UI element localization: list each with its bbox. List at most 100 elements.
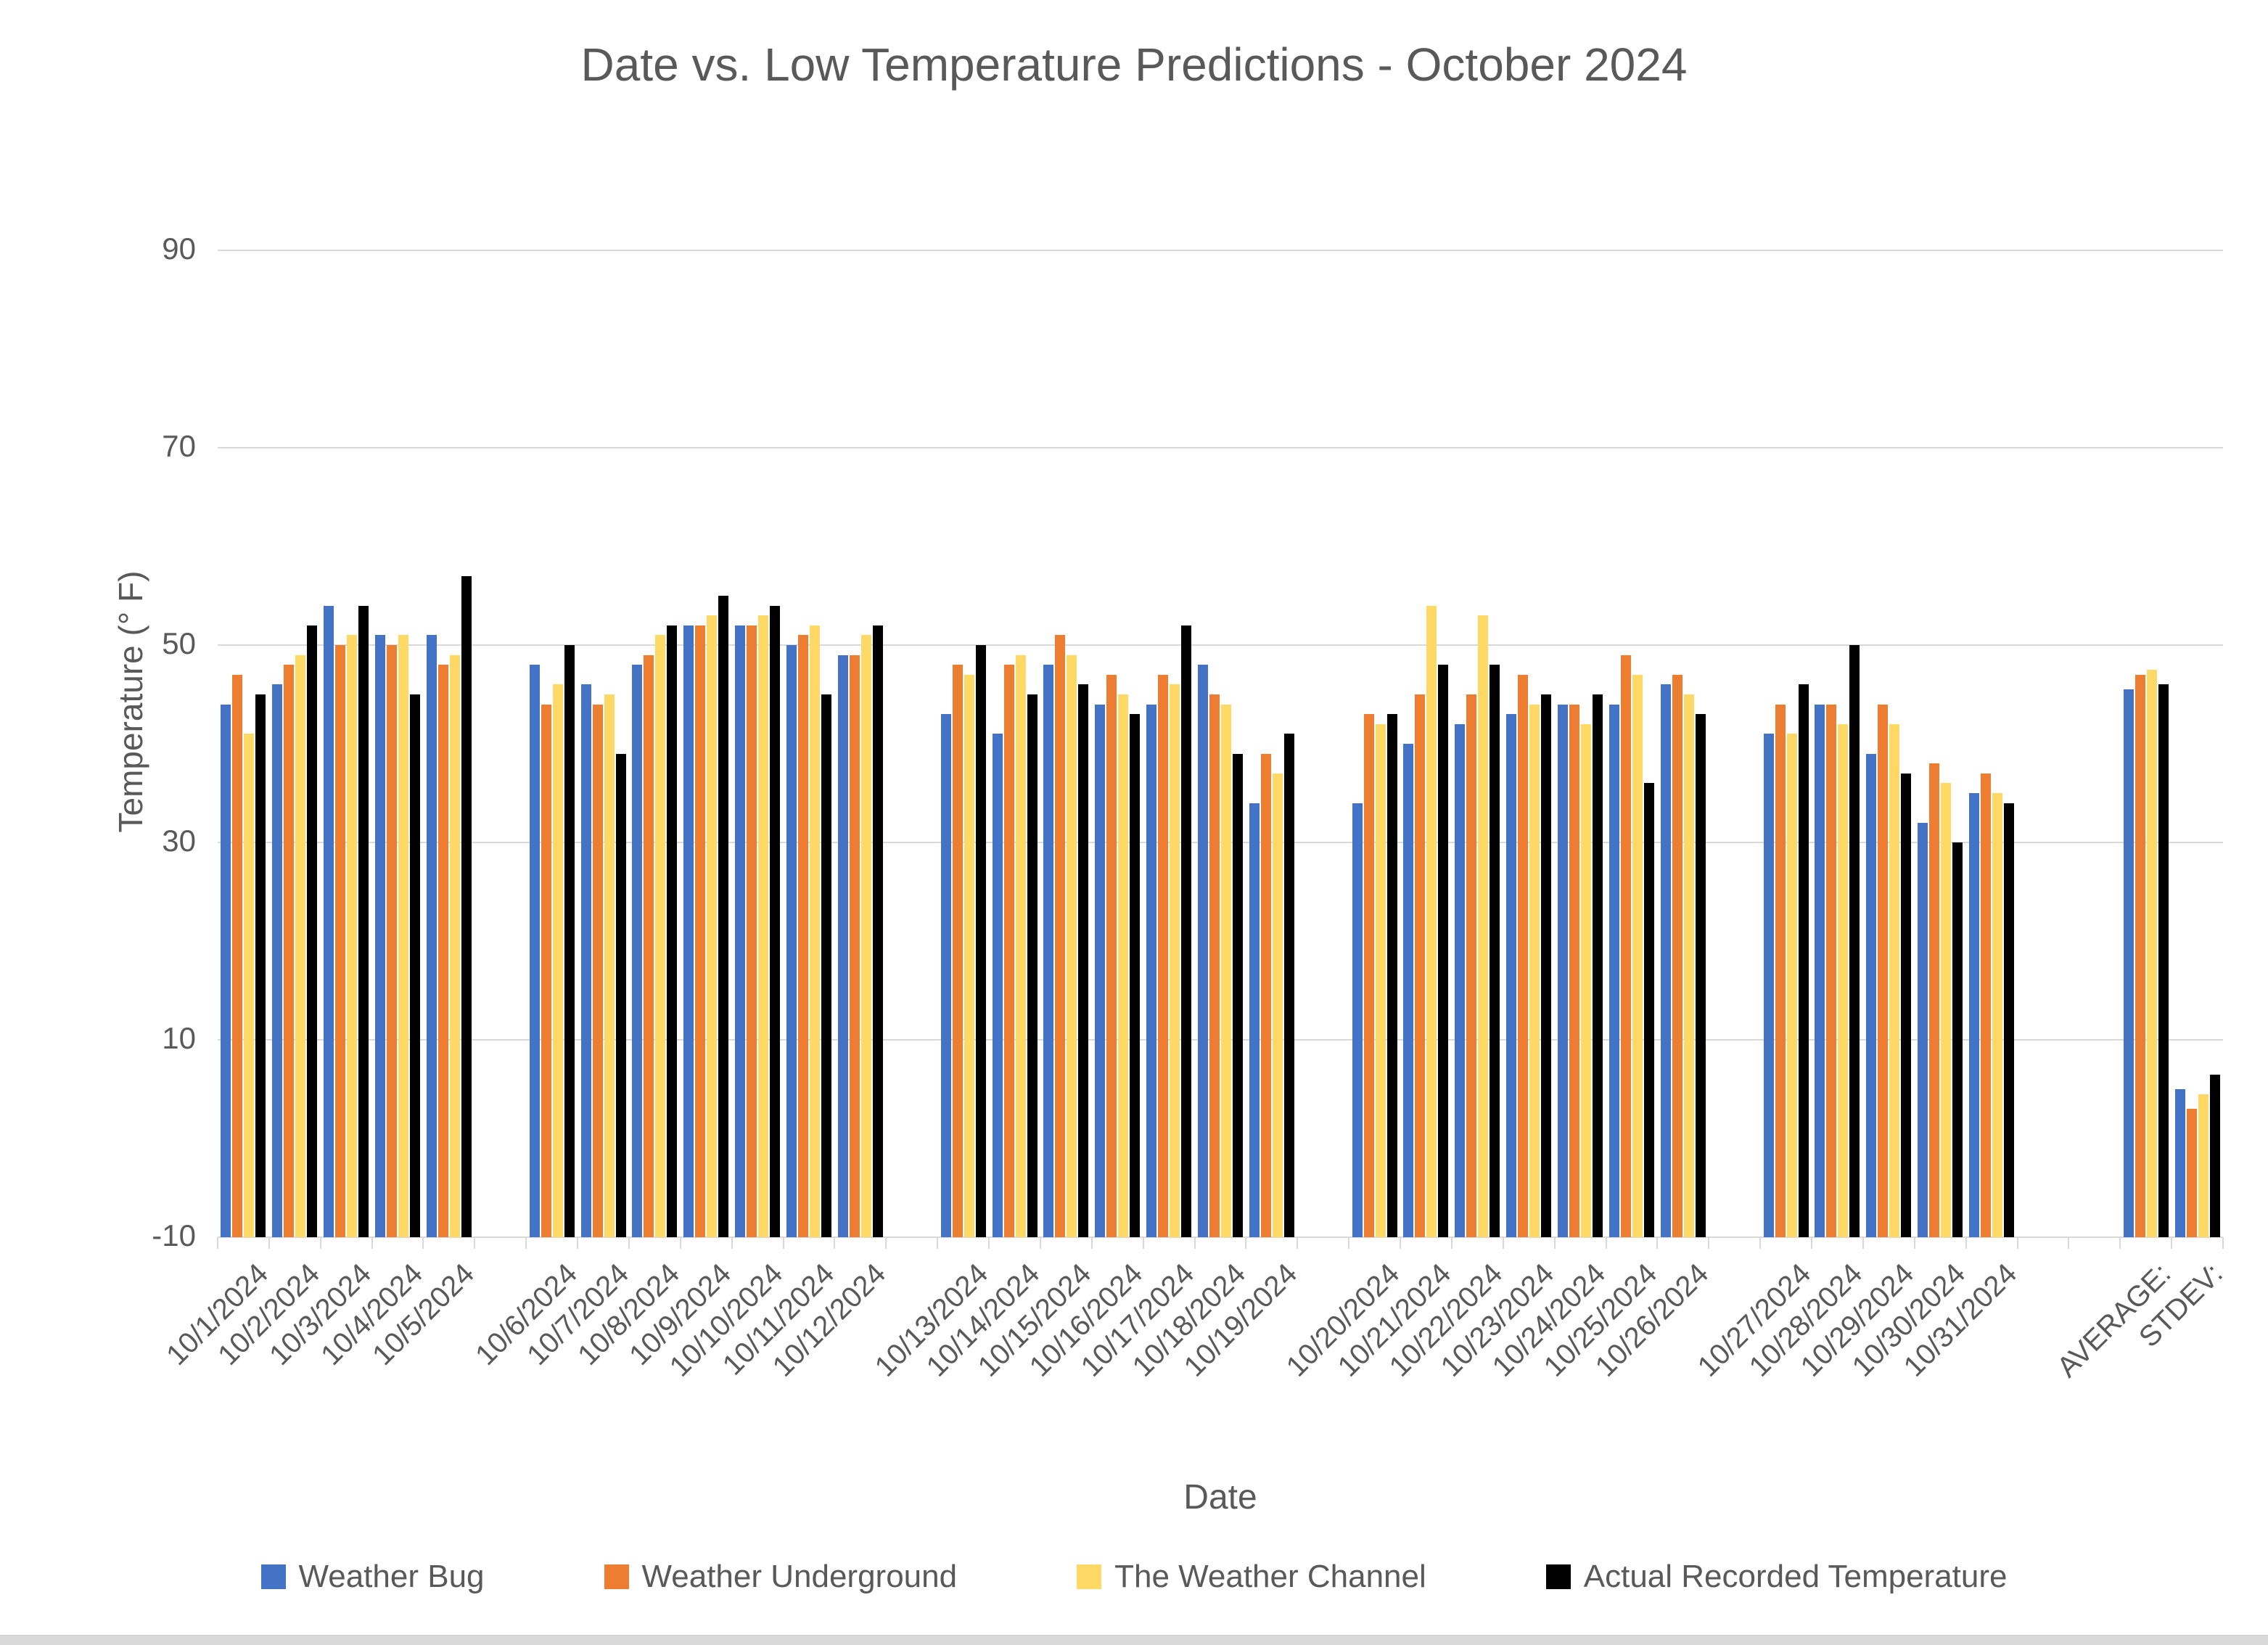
bar-weather-underground-10-1-2024[interactable] [232, 674, 243, 1237]
bar-weather-underground-10-13-2024[interactable] [952, 665, 963, 1237]
bar-weather-underground-10-20-2024[interactable] [1363, 714, 1374, 1237]
bar-weather-bug-10-15-2024[interactable] [1043, 665, 1054, 1237]
bar-the-weather-channel-10-31-2024[interactable] [1992, 793, 2003, 1237]
bar-actual-recorded-temperature-10-7-2024[interactable] [615, 753, 626, 1237]
bar-weather-bug-10-8-2024[interactable] [632, 665, 643, 1237]
bar-weather-bug-STDEV-[interactable] [2174, 1089, 2185, 1237]
bar-actual-recorded-temperature-10-8-2024[interactable] [667, 625, 678, 1237]
bar-the-weather-channel-10-14-2024[interactable] [1015, 655, 1026, 1237]
bar-weather-underground-10-3-2024[interactable] [335, 645, 346, 1237]
bar-weather-underground-10-12-2024[interactable] [849, 655, 860, 1237]
bar-actual-recorded-temperature-STDEV-[interactable] [2209, 1074, 2220, 1237]
bar-actual-recorded-temperature-10-20-2024[interactable] [1386, 714, 1397, 1237]
bar-weather-bug-10-3-2024[interactable] [324, 605, 334, 1237]
bar-actual-recorded-temperature-10-27-2024[interactable] [1798, 684, 1809, 1237]
bar-weather-bug-10-12-2024[interactable] [837, 655, 848, 1237]
bar-actual-recorded-temperature-10-10-2024[interactable] [770, 605, 781, 1237]
bar-the-weather-channel-10-22-2024[interactable] [1478, 615, 1489, 1237]
bar-weather-bug-10-14-2024[interactable] [992, 734, 1003, 1237]
bar-weather-underground-10-26-2024[interactable] [1672, 674, 1682, 1237]
bar-weather-bug-10-16-2024[interactable] [1095, 704, 1106, 1237]
bar-the-weather-channel-10-13-2024[interactable] [964, 674, 974, 1237]
bar-weather-underground-STDEV-[interactable] [2186, 1109, 2197, 1237]
legend-item-the-weather-channel[interactable]: The Weather Channel [1077, 1559, 1426, 1595]
bar-weather-bug-10-31-2024[interactable] [1969, 793, 1980, 1237]
bar-weather-underground-10-27-2024[interactable] [1775, 704, 1786, 1237]
bar-weather-underground-10-10-2024[interactable] [747, 625, 757, 1237]
bar-the-weather-channel-10-28-2024[interactable] [1838, 723, 1849, 1237]
bar-weather-bug-10-30-2024[interactable] [1918, 822, 1928, 1237]
bar-actual-recorded-temperature-10-28-2024[interactable] [1849, 645, 1860, 1237]
bar-the-weather-channel-10-25-2024[interactable] [1632, 674, 1643, 1237]
bar-weather-underground-10-14-2024[interactable] [1003, 665, 1014, 1237]
bar-weather-underground-10-24-2024[interactable] [1569, 704, 1580, 1237]
bar-weather-bug-10-13-2024[interactable] [940, 714, 951, 1237]
bar-the-weather-channel-10-16-2024[interactable] [1118, 694, 1129, 1237]
bar-weather-bug-10-10-2024[interactable] [735, 625, 746, 1237]
bar-the-weather-channel-10-18-2024[interactable] [1221, 704, 1231, 1237]
bar-the-weather-channel-STDEV-[interactable] [2198, 1094, 2209, 1237]
bar-the-weather-channel-10-2-2024[interactable] [295, 655, 306, 1237]
bar-weather-underground-AVERAGE-[interactable] [2135, 674, 2145, 1237]
bar-actual-recorded-temperature-10-26-2024[interactable] [1695, 714, 1706, 1237]
bar-weather-bug-10-28-2024[interactable] [1815, 704, 1825, 1237]
bar-weather-underground-10-23-2024[interactable] [1518, 674, 1529, 1237]
bar-the-weather-channel-10-17-2024[interactable] [1170, 684, 1180, 1237]
bar-actual-recorded-temperature-10-31-2024[interactable] [2004, 803, 2015, 1237]
bar-weather-underground-10-21-2024[interactable] [1415, 694, 1426, 1237]
bar-actual-recorded-temperature-AVERAGE-[interactable] [2158, 684, 2169, 1237]
bar-weather-underground-10-30-2024[interactable] [1929, 763, 1940, 1237]
bar-actual-recorded-temperature-10-21-2024[interactable] [1438, 665, 1449, 1237]
bar-actual-recorded-temperature-10-11-2024[interactable] [821, 694, 832, 1237]
bar-actual-recorded-temperature-10-13-2024[interactable] [975, 645, 986, 1237]
bar-weather-underground-10-15-2024[interactable] [1055, 635, 1066, 1237]
bar-actual-recorded-temperature-10-17-2024[interactable] [1181, 625, 1192, 1237]
bar-the-weather-channel-10-9-2024[interactable] [707, 615, 718, 1237]
bar-weather-underground-10-17-2024[interactable] [1158, 674, 1169, 1237]
bar-actual-recorded-temperature-10-30-2024[interactable] [1952, 842, 1963, 1237]
bar-actual-recorded-temperature-10-18-2024[interactable] [1233, 753, 1243, 1237]
bar-weather-underground-10-29-2024[interactable] [1878, 704, 1889, 1237]
bar-weather-underground-10-11-2024[interactable] [798, 635, 809, 1237]
bar-the-weather-channel-10-11-2024[interactable] [810, 625, 821, 1237]
bar-actual-recorded-temperature-10-4-2024[interactable] [410, 694, 421, 1237]
bar-actual-recorded-temperature-10-14-2024[interactable] [1027, 694, 1038, 1237]
bar-weather-underground-10-2-2024[interactable] [284, 665, 295, 1237]
legend-item-weather-underground[interactable]: Weather Underground [604, 1559, 957, 1595]
bar-weather-underground-10-16-2024[interactable] [1106, 674, 1117, 1237]
bar-weather-underground-10-5-2024[interactable] [437, 665, 448, 1237]
bar-weather-underground-10-4-2024[interactable] [387, 645, 398, 1237]
legend-item-actual-recorded-temperature[interactable]: Actual Recorded Temperature [1545, 1559, 2008, 1595]
bar-the-weather-channel-10-29-2024[interactable] [1889, 723, 1900, 1237]
bar-weather-bug-10-1-2024[interactable] [221, 704, 231, 1237]
bar-the-weather-channel-10-3-2024[interactable] [347, 635, 358, 1237]
bar-actual-recorded-temperature-10-19-2024[interactable] [1283, 734, 1294, 1237]
bar-the-weather-channel-10-4-2024[interactable] [398, 635, 409, 1237]
bar-the-weather-channel-10-24-2024[interactable] [1581, 723, 1592, 1237]
bar-weather-underground-10-28-2024[interactable] [1826, 704, 1837, 1237]
bar-the-weather-channel-10-10-2024[interactable] [758, 615, 769, 1237]
bar-the-weather-channel-10-1-2024[interactable] [244, 734, 255, 1237]
bar-weather-underground-10-6-2024[interactable] [541, 704, 551, 1237]
bar-weather-bug-10-4-2024[interactable] [375, 635, 386, 1237]
bar-weather-underground-10-8-2024[interactable] [644, 655, 654, 1237]
bar-weather-bug-10-22-2024[interactable] [1455, 723, 1466, 1237]
bar-the-weather-channel-10-12-2024[interactable] [860, 635, 871, 1237]
bar-actual-recorded-temperature-10-29-2024[interactable] [1901, 773, 1912, 1237]
bar-weather-bug-10-26-2024[interactable] [1660, 684, 1671, 1237]
bar-the-weather-channel-10-7-2024[interactable] [604, 694, 615, 1237]
bar-actual-recorded-temperature-10-12-2024[interactable] [872, 625, 883, 1237]
bar-weather-underground-10-9-2024[interactable] [695, 625, 706, 1237]
bar-weather-bug-10-19-2024[interactable] [1249, 803, 1260, 1237]
bar-the-weather-channel-10-5-2024[interactable] [449, 655, 460, 1237]
bar-weather-bug-10-29-2024[interactable] [1866, 753, 1877, 1237]
bar-actual-recorded-temperature-10-3-2024[interactable] [358, 605, 369, 1237]
bar-weather-bug-10-17-2024[interactable] [1146, 704, 1157, 1237]
bar-weather-bug-10-24-2024[interactable] [1558, 704, 1569, 1237]
bar-actual-recorded-temperature-10-23-2024[interactable] [1541, 694, 1552, 1237]
bar-the-weather-channel-10-30-2024[interactable] [1941, 783, 1952, 1237]
bar-actual-recorded-temperature-10-2-2024[interactable] [307, 625, 318, 1237]
bar-weather-bug-AVERAGE-[interactable] [2123, 689, 2134, 1237]
bar-the-weather-channel-10-27-2024[interactable] [1786, 734, 1797, 1237]
bar-actual-recorded-temperature-10-1-2024[interactable] [255, 694, 266, 1237]
